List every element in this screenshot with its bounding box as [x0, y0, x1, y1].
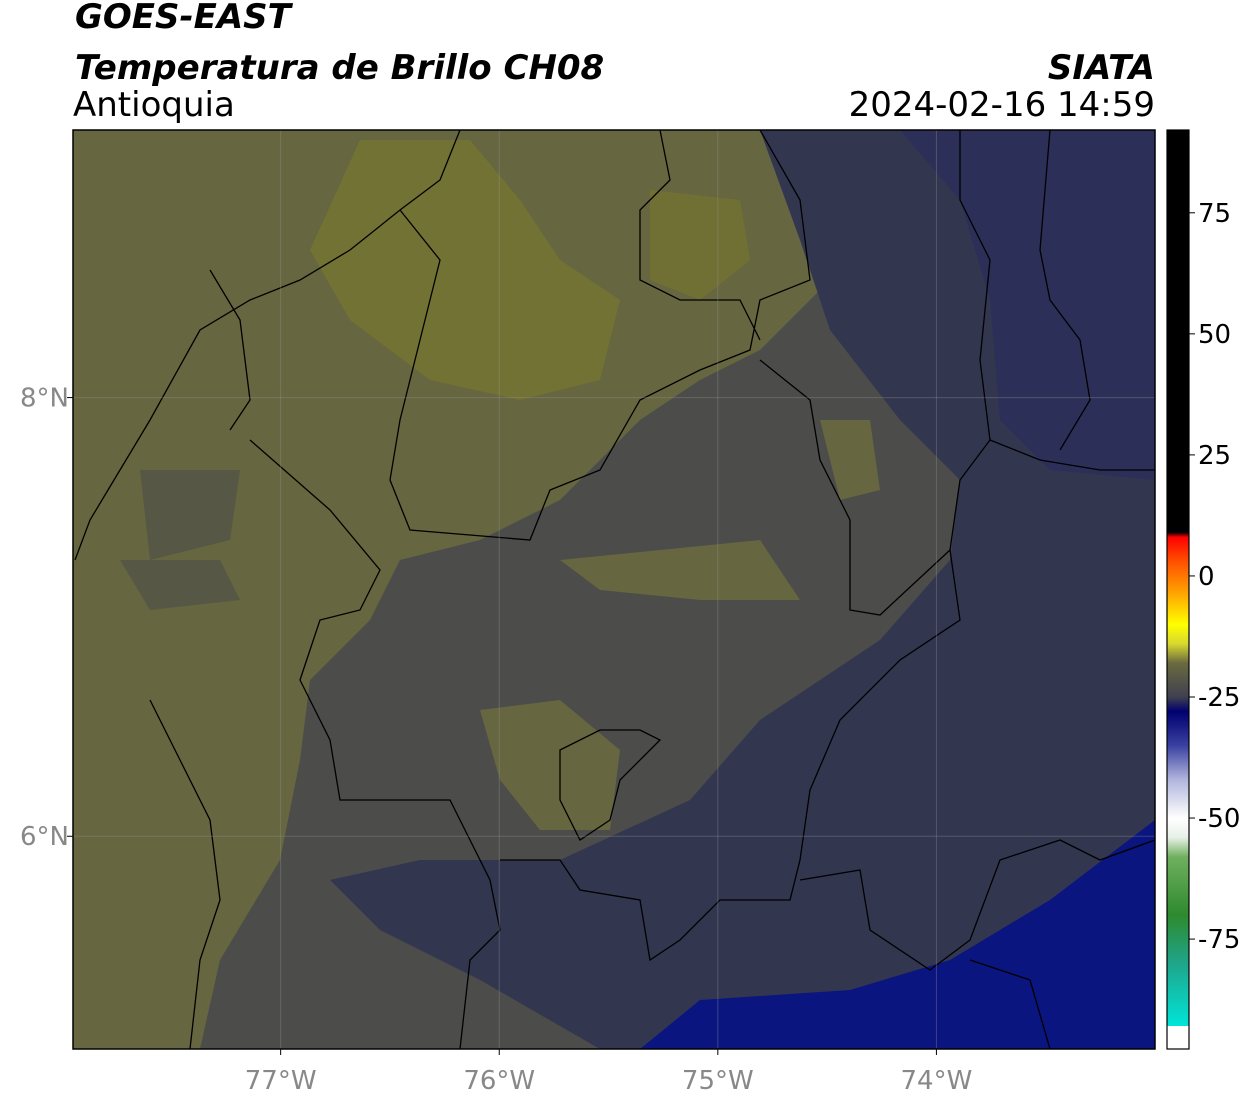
lon-tick-label: 75°W — [682, 1066, 754, 1096]
map-frame — [72, 129, 1156, 1050]
product-title: Temperatura de Brillo CH08 — [75, 48, 604, 88]
colorbar — [1166, 129, 1190, 1050]
satellite-image — [73, 130, 1155, 1049]
ticks: 77°W 76°W 75°W 74°W 8°N 6°N 75 50 25 0 -25 -50 -75 — [20, 199, 1240, 1096]
colorbar-tick-label: -75 — [1198, 925, 1240, 955]
colorbar-tick-label: 25 — [1198, 441, 1231, 471]
colorbar-tick-label: 50 — [1198, 320, 1231, 350]
colorbar-tick-label: -50 — [1198, 804, 1240, 834]
region-label: Antioquia — [73, 85, 235, 125]
satellite-title: GOES-EAST — [75, 0, 294, 37]
colorbar-tick-label: 0 — [1198, 562, 1215, 592]
lon-tick-label: 77°W — [245, 1066, 317, 1096]
graticule — [73, 130, 1155, 1049]
datetime-label: 2024-02-16 14:59 — [849, 85, 1155, 125]
colorbar-tick-label: 75 — [1198, 199, 1231, 229]
lon-tick-label: 76°W — [463, 1066, 535, 1096]
lat-tick-label: 6°N — [20, 822, 69, 852]
colorbar-tick-label: -25 — [1198, 683, 1240, 713]
lon-tick-label: 74°W — [901, 1066, 973, 1096]
lat-tick-label: 8°N — [20, 384, 69, 414]
source-label: SIATA — [1048, 48, 1155, 88]
